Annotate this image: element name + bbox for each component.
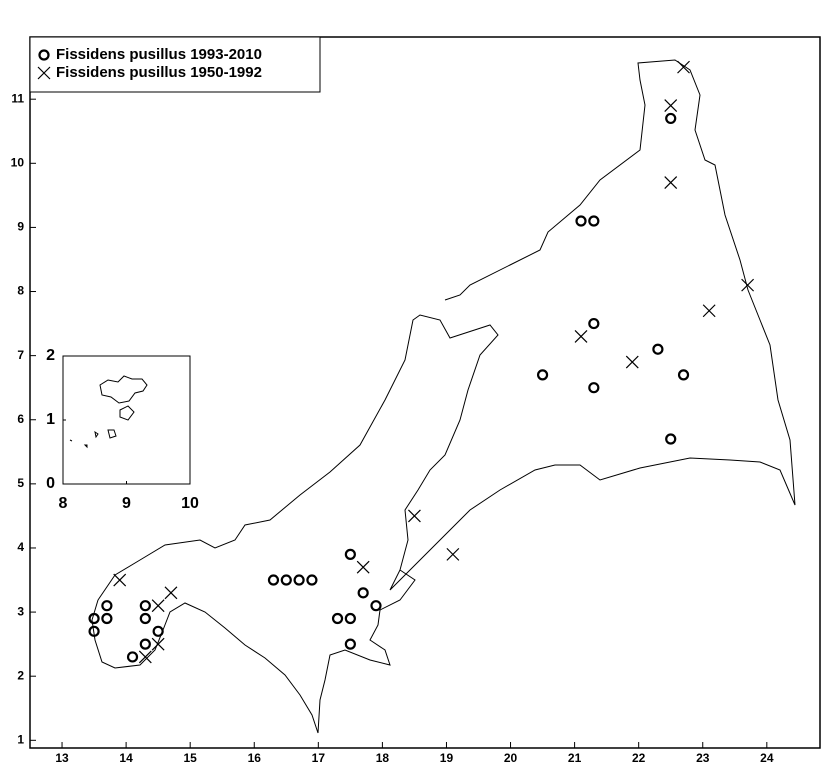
point	[536, 369, 549, 381]
point	[101, 612, 113, 625]
y-tick-label: 2	[17, 668, 24, 682]
legend-marker	[37, 66, 51, 80]
point	[151, 599, 165, 613]
y-tick-label: 6	[17, 412, 24, 426]
point	[652, 343, 664, 355]
point	[139, 600, 151, 612]
point	[625, 355, 639, 369]
y-tick-label: 3	[17, 604, 24, 618]
point	[88, 625, 100, 637]
point	[588, 382, 600, 394]
inset-islands	[69, 375, 148, 449]
y-tick-label: 4	[17, 540, 24, 554]
point	[677, 369, 690, 381]
point	[151, 637, 165, 651]
point	[344, 638, 356, 650]
inset-y-tick-label: 1	[46, 411, 55, 428]
x-tick-label: 23	[696, 751, 710, 765]
point	[152, 625, 164, 637]
point	[665, 112, 677, 125]
point	[139, 612, 151, 625]
point	[588, 317, 600, 330]
inset-x-tick-label: 8	[59, 495, 68, 512]
y-tick-label: 8	[17, 284, 24, 298]
x-tick-label: 19	[440, 751, 454, 765]
y-tick-label: 10	[11, 155, 25, 169]
x-tick-label: 21	[568, 751, 582, 765]
point	[101, 600, 113, 612]
x-tick-label: 18	[376, 751, 390, 765]
point	[665, 433, 677, 445]
x-tick-label: 16	[248, 751, 262, 765]
point	[344, 612, 356, 625]
point	[331, 612, 344, 625]
point	[677, 60, 690, 74]
y-tick-label: 11	[11, 91, 24, 105]
point	[741, 278, 755, 292]
plot-frame	[29, 36, 821, 749]
inset-x-tick-label: 9	[122, 495, 131, 512]
point	[664, 176, 678, 189]
point	[408, 509, 421, 523]
point	[164, 586, 178, 600]
inset: 8 9 10 0 1 2	[46, 347, 199, 512]
point	[702, 304, 716, 318]
x-tick-label: 22	[632, 751, 646, 765]
x-tick-label: 14	[119, 751, 133, 765]
x-tick-label: 15	[183, 751, 197, 765]
point	[446, 547, 460, 561]
point	[575, 215, 587, 227]
point	[664, 99, 678, 113]
inset-x-tick-label: 10	[181, 495, 199, 512]
legend-label: Fissidens pusillus 1993-2010	[56, 46, 262, 63]
inset-frame	[62, 355, 191, 485]
point	[113, 573, 127, 587]
point	[88, 612, 100, 625]
point	[588, 215, 600, 227]
point	[370, 600, 382, 612]
point	[357, 587, 369, 599]
point	[138, 650, 152, 664]
y-tick-label: 9	[17, 220, 24, 234]
y-tick-label: 1	[17, 732, 24, 746]
point	[267, 574, 280, 586]
x-tick-label: 13	[55, 751, 69, 765]
point	[139, 638, 151, 650]
legend-box	[29, 36, 321, 93]
point	[344, 548, 356, 560]
x-tick-label: 17	[312, 751, 326, 765]
point	[356, 560, 370, 574]
inset-y-tick-label: 2	[46, 347, 55, 364]
point	[280, 574, 292, 586]
x-tick-label: 20	[504, 751, 518, 765]
x-tick-label: 24	[760, 751, 774, 765]
inset-y-tick-label: 0	[46, 475, 55, 492]
point	[306, 574, 318, 586]
point	[293, 574, 305, 586]
coastline	[91, 59, 796, 734]
y-tick-label: 5	[17, 476, 24, 490]
legend-marker	[38, 49, 50, 61]
point	[126, 651, 139, 663]
y-tick-label: 7	[17, 348, 24, 362]
point	[574, 329, 588, 343]
legend-label: Fissidens pusillus 1950-1992	[56, 64, 262, 81]
